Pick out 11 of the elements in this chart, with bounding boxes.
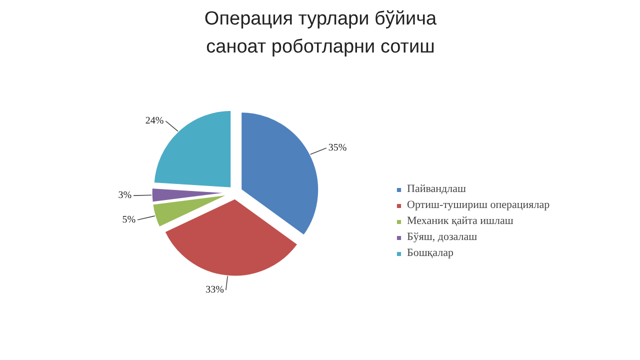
legend-label: Бошқалар: [407, 246, 454, 260]
chart-title: Операция турлари бўйича саноат роботларни сотиш: [204, 8, 437, 58]
data-label: 3%: [118, 190, 132, 202]
data-label: 24%: [145, 116, 164, 127]
legend-label: Механик қайта ишлаш: [407, 214, 514, 228]
legend-label: Ортиш-тушириш операциялар: [407, 198, 550, 212]
legend-label: Бўяш, дозалаш: [407, 230, 478, 244]
data-label: 33%: [206, 284, 224, 296]
data-label: 35%: [328, 142, 347, 154]
data-label: 5%: [122, 214, 136, 226]
legend-label: Пайвандлаш: [407, 182, 466, 196]
